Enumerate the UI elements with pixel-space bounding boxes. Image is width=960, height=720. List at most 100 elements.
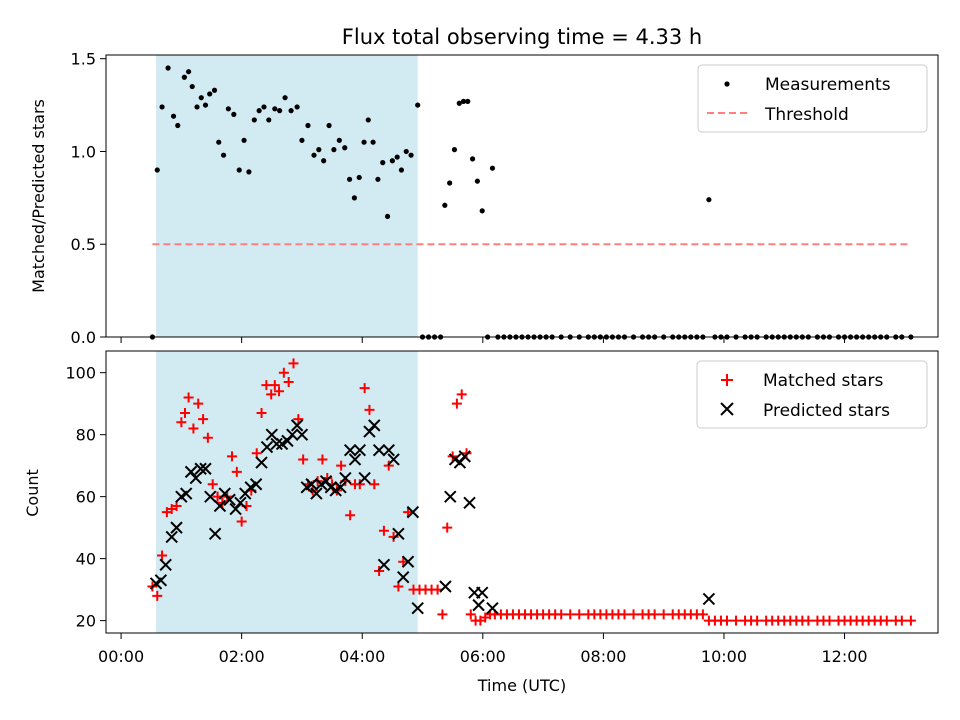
matched-star-point: [619, 609, 630, 620]
matched-star-point: [442, 522, 453, 533]
legend-matched-marker: [721, 374, 733, 386]
predicted-star-point: [343, 443, 357, 457]
matched-star-point: [465, 609, 476, 620]
matched-star-point: [378, 525, 389, 536]
predicted-star-point: [458, 450, 471, 463]
measurement-point: [194, 104, 200, 110]
measurement-point: [447, 180, 453, 186]
predicted-star-point: [486, 602, 499, 615]
top-observing-span: [156, 55, 418, 337]
matched-star-point: [649, 609, 660, 620]
matched-star-point: [198, 414, 209, 425]
x-tick-label: 10:00: [701, 647, 747, 666]
measurement-point: [294, 104, 300, 110]
matched-star-point: [256, 407, 267, 418]
matched-star-point: [565, 609, 576, 620]
measurement-point: [154, 167, 160, 173]
matched-star-point: [403, 507, 414, 518]
top-shaded-span: [156, 55, 418, 337]
predicted-star-point: [194, 462, 207, 475]
top-y-tick-label: 0.0: [71, 328, 96, 347]
predicted-star-point: [472, 598, 485, 612]
legend-threshold-label: Threshold: [764, 105, 849, 125]
measurement-point: [321, 158, 327, 164]
predicted-stars-points: [149, 419, 716, 615]
matched-star-point: [359, 383, 370, 394]
matched-star-point: [345, 510, 356, 521]
measurement-point: [489, 165, 496, 171]
measurement-point: [346, 176, 353, 182]
measurement-point: [351, 195, 357, 201]
measurement-point: [266, 117, 272, 123]
measurement-point: [474, 178, 480, 184]
bottom-legend: Matched stars Predicted stars: [696, 360, 928, 429]
top-y-axis-label: Matched/Predicted stars: [29, 99, 48, 293]
legend-predicted-label: Predicted stars: [763, 401, 890, 421]
predicted-star-point: [208, 527, 222, 541]
measurement-point: [236, 167, 242, 173]
measurement-point: [465, 98, 471, 104]
measurement-point: [442, 202, 448, 208]
measurement-point: [251, 117, 257, 123]
matched-star-point: [188, 423, 199, 434]
matched-star-point: [202, 432, 213, 443]
measurement-point: [261, 104, 267, 110]
predicted-star-point: [372, 443, 386, 457]
x-tick-label: 00:00: [98, 647, 144, 666]
matched-star-point: [881, 615, 892, 626]
x-axis-label: Time (UTC): [477, 676, 566, 695]
x-tick-label: 12:00: [821, 647, 867, 666]
measurement-point: [241, 137, 247, 143]
predicted-star-point: [406, 505, 420, 519]
matched-star-point: [896, 615, 907, 626]
predicted-star-point: [439, 580, 452, 593]
legend-measurements-label: Measurements: [765, 75, 891, 95]
measurement-point: [246, 169, 252, 175]
measurement-point: [185, 69, 192, 75]
measurement-point: [225, 106, 231, 112]
matched-star-point: [803, 615, 814, 626]
predicted-star-point: [392, 527, 405, 541]
x-tick-label: 06:00: [460, 647, 506, 666]
predicted-star-point: [377, 558, 391, 572]
predicted-star-point: [476, 586, 489, 599]
measurement-point: [451, 147, 458, 153]
predicted-star-point: [179, 487, 193, 500]
measurement-point: [256, 108, 262, 114]
predicted-star-point: [353, 443, 367, 457]
predicted-star-point: [223, 493, 236, 506]
matched-star-point: [179, 407, 190, 418]
predicted-star-point: [154, 574, 168, 587]
matched-star-point: [374, 566, 385, 577]
predicted-star-point: [265, 428, 279, 441]
predicted-star-point: [368, 419, 381, 432]
measurement-point: [370, 139, 376, 145]
bottom-y-ticks: 20 40 60 80 100: [65, 364, 106, 631]
measurement-point: [165, 65, 171, 71]
predicted-star-point: [290, 419, 304, 432]
matched-star-point: [364, 404, 375, 415]
matched-star-point: [905, 615, 916, 626]
predicted-star-point: [189, 471, 203, 485]
predicted-star-point: [310, 487, 323, 500]
measurement-point: [384, 213, 391, 220]
matched-star-point: [231, 466, 242, 477]
measurement-point: [282, 95, 288, 101]
matched-star-point: [193, 398, 204, 409]
top-y-ticks: 0.0 0.5 1.0 1.5: [71, 50, 106, 347]
predicted-star-point: [159, 558, 172, 572]
matched-star-point: [207, 479, 218, 490]
measurement-point: [277, 108, 283, 114]
measurement-point: [159, 104, 165, 110]
matched-stars-points: [147, 358, 916, 626]
measurement-point: [288, 108, 294, 114]
measurement-point: [403, 148, 409, 155]
measurement-point: [305, 122, 311, 129]
matched-star-point: [574, 609, 585, 620]
matched-star-point: [269, 380, 280, 391]
predicted-star-point: [199, 462, 212, 475]
predicted-star-point: [401, 555, 415, 568]
bottom-x-ticks: 00:00 02:00 04:00 06:00 08:00 10:00 12:00: [98, 633, 868, 666]
bottom-observing-span: [156, 351, 418, 633]
